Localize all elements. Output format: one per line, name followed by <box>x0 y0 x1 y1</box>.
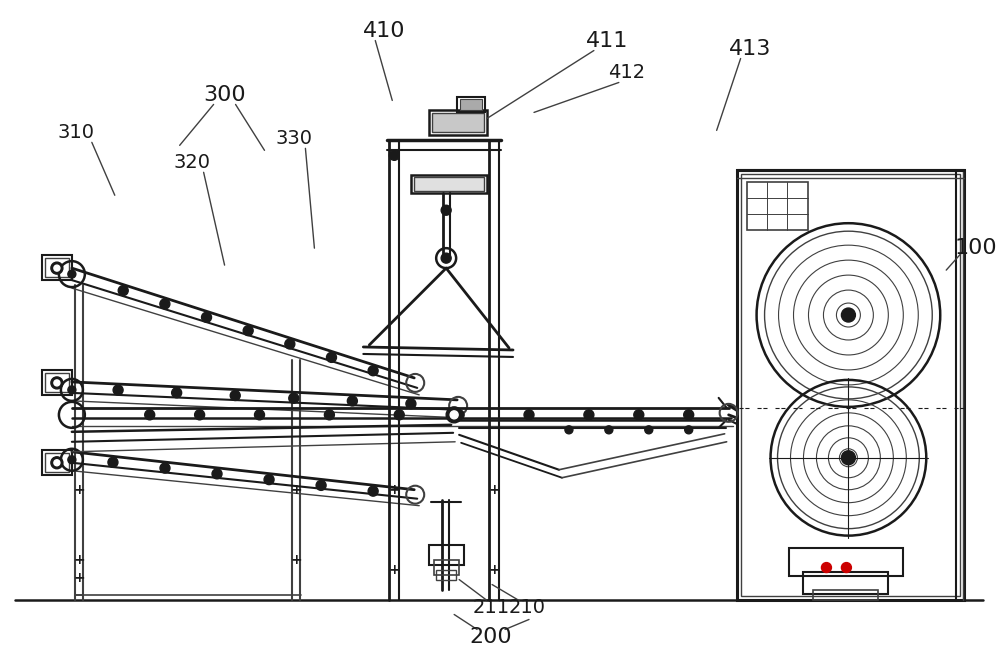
Text: 410: 410 <box>363 21 406 41</box>
Circle shape <box>584 410 594 420</box>
Circle shape <box>51 262 63 274</box>
Text: +: + <box>73 570 85 584</box>
Circle shape <box>634 410 644 420</box>
Circle shape <box>841 451 855 465</box>
Text: 200: 200 <box>470 628 512 648</box>
Circle shape <box>54 380 60 386</box>
Circle shape <box>230 390 240 400</box>
Bar <box>803 572 888 594</box>
Text: 320: 320 <box>173 153 210 172</box>
Circle shape <box>326 352 336 362</box>
Circle shape <box>172 388 182 398</box>
Bar <box>414 177 484 191</box>
Circle shape <box>51 457 63 469</box>
Circle shape <box>450 411 458 419</box>
Circle shape <box>841 308 855 322</box>
Circle shape <box>160 299 170 309</box>
Bar <box>434 560 459 574</box>
Bar <box>429 111 487 135</box>
Bar <box>460 99 482 111</box>
Circle shape <box>685 426 693 434</box>
Text: +: + <box>291 483 302 497</box>
Circle shape <box>212 469 222 479</box>
Circle shape <box>118 285 128 295</box>
Circle shape <box>605 426 613 434</box>
Bar <box>747 182 808 230</box>
Text: +: + <box>73 552 85 566</box>
Bar <box>42 255 72 280</box>
Bar <box>737 170 964 600</box>
Circle shape <box>368 366 378 376</box>
Text: +: + <box>291 552 302 566</box>
Circle shape <box>145 410 155 420</box>
Text: 310: 310 <box>57 123 94 142</box>
Circle shape <box>255 410 265 420</box>
Text: 210: 210 <box>509 598 546 617</box>
Circle shape <box>68 456 76 464</box>
Circle shape <box>347 396 357 406</box>
Text: +: + <box>388 483 400 497</box>
Bar <box>45 258 69 277</box>
Circle shape <box>202 312 212 322</box>
Circle shape <box>441 205 451 215</box>
Circle shape <box>68 386 76 394</box>
Bar <box>411 175 487 193</box>
Bar <box>45 453 69 472</box>
Text: 413: 413 <box>729 39 772 59</box>
Circle shape <box>54 265 60 271</box>
Circle shape <box>113 385 123 395</box>
Circle shape <box>394 410 404 420</box>
Bar <box>741 174 960 596</box>
Circle shape <box>565 426 573 434</box>
Bar <box>457 97 485 113</box>
Circle shape <box>389 150 399 160</box>
Bar <box>436 570 456 580</box>
Bar <box>42 370 72 395</box>
Bar <box>813 590 878 600</box>
Circle shape <box>524 410 534 420</box>
Circle shape <box>406 399 416 409</box>
Circle shape <box>368 486 378 496</box>
Circle shape <box>285 339 295 349</box>
Circle shape <box>243 325 253 336</box>
Circle shape <box>316 480 326 490</box>
Circle shape <box>324 410 334 420</box>
Text: 330: 330 <box>276 129 313 148</box>
Bar <box>789 548 903 576</box>
Text: +: + <box>388 562 400 576</box>
Text: 412: 412 <box>608 63 645 82</box>
Circle shape <box>68 270 76 278</box>
Text: 100: 100 <box>955 238 997 258</box>
Circle shape <box>454 410 464 420</box>
Text: 300: 300 <box>203 85 246 105</box>
Text: +: + <box>488 562 500 576</box>
Text: 411: 411 <box>586 31 628 51</box>
Text: 211: 211 <box>473 598 510 617</box>
Circle shape <box>841 562 851 572</box>
Circle shape <box>54 460 60 466</box>
Bar <box>42 450 72 475</box>
Bar <box>429 544 464 564</box>
Circle shape <box>51 377 63 389</box>
Circle shape <box>821 562 831 572</box>
Circle shape <box>289 394 299 404</box>
Circle shape <box>645 426 653 434</box>
Text: +: + <box>73 483 85 497</box>
Circle shape <box>108 458 118 468</box>
Text: +: + <box>488 483 500 497</box>
Circle shape <box>160 463 170 473</box>
Bar <box>45 373 69 392</box>
Circle shape <box>684 410 694 420</box>
Circle shape <box>446 407 462 423</box>
Circle shape <box>195 410 205 420</box>
Bar <box>432 113 484 132</box>
Circle shape <box>264 475 274 485</box>
Circle shape <box>441 253 451 263</box>
